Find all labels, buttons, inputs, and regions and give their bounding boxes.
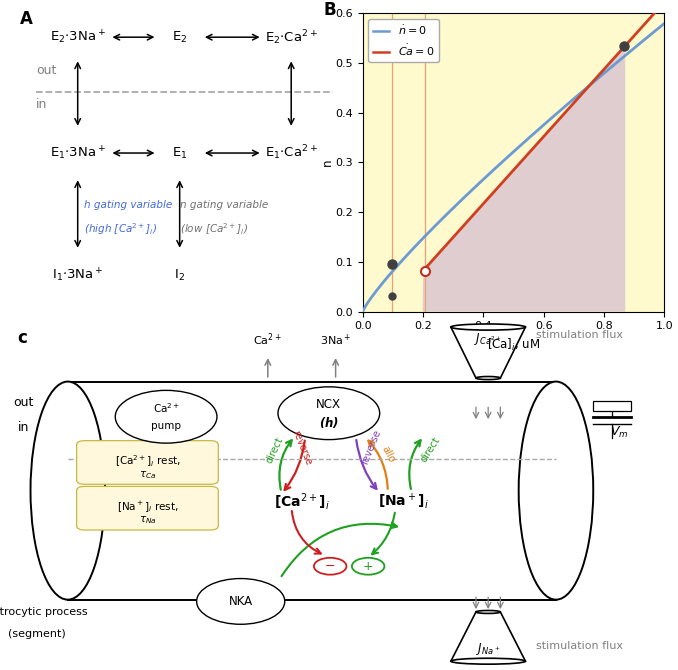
Text: E$_2$$\cdot$Ca$^{2+}$: E$_2$$\cdot$Ca$^{2+}$ (264, 28, 318, 46)
Text: direct: direct (419, 436, 442, 464)
Text: n gating variable: n gating variable (180, 200, 268, 210)
Text: reverse: reverse (290, 429, 313, 466)
Text: reverse: reverse (360, 429, 383, 466)
Text: $J_{Ca^{2+}}$: $J_{Ca^{2+}}$ (475, 332, 502, 347)
Legend: $\dot{n} = 0$, $\dot{Ca} = 0$: $\dot{n} = 0$, $\dot{Ca} = 0$ (368, 19, 439, 62)
Text: out: out (37, 64, 57, 77)
Text: E$_2$$\cdot$3Na$^+$: E$_2$$\cdot$3Na$^+$ (49, 29, 106, 46)
Ellipse shape (476, 610, 500, 614)
Circle shape (278, 387, 380, 440)
Circle shape (115, 391, 217, 443)
Circle shape (352, 558, 384, 575)
Text: astrocytic process: astrocytic process (0, 608, 87, 618)
Circle shape (314, 558, 346, 575)
Ellipse shape (476, 377, 500, 380)
Text: −: − (325, 559, 336, 573)
Ellipse shape (451, 324, 525, 330)
Text: pump: pump (151, 421, 181, 431)
Text: (low [Ca$^{2+}$]$_i$): (low [Ca$^{2+}$]$_i$) (180, 221, 247, 237)
Text: direct: direct (264, 435, 285, 464)
Text: (high [Ca$^{2+}$]$_i$): (high [Ca$^{2+}$]$_i$) (84, 221, 157, 237)
Polygon shape (363, 46, 625, 312)
Text: Ca$^{2+}$: Ca$^{2+}$ (153, 401, 180, 415)
Text: $V_m$: $V_m$ (610, 425, 629, 440)
Ellipse shape (451, 658, 525, 664)
Text: [Ca$^{2+}$]$_i$: [Ca$^{2+}$]$_i$ (274, 490, 330, 512)
Text: in: in (37, 98, 47, 111)
Text: NKA: NKA (228, 595, 253, 608)
Text: [Ca$^{2+}$]$_{i}$ rest,: [Ca$^{2+}$]$_{i}$ rest, (115, 453, 180, 468)
Text: E$_2$: E$_2$ (172, 29, 187, 45)
Text: out: out (14, 396, 34, 409)
Text: E$_1$$\cdot$3Na$^+$: E$_1$$\cdot$3Na$^+$ (49, 144, 106, 161)
Circle shape (197, 578, 285, 624)
Text: c: c (17, 329, 27, 347)
Text: I$_1$$\cdot$3Na$^+$: I$_1$$\cdot$3Na$^+$ (52, 266, 104, 283)
FancyBboxPatch shape (593, 401, 631, 411)
Text: E$_1$$\cdot$Ca$^{2+}$: E$_1$$\cdot$Ca$^{2+}$ (264, 143, 318, 162)
Text: 3Na$^+$: 3Na$^+$ (320, 332, 351, 348)
Text: h gating variable: h gating variable (84, 200, 172, 210)
Text: [Na$^+$]$_{i}$ rest,: [Na$^+$]$_{i}$ rest, (117, 499, 178, 514)
Text: A: A (20, 10, 33, 27)
FancyBboxPatch shape (77, 486, 218, 530)
Text: allo: allo (379, 444, 397, 464)
Text: stimulation flux: stimulation flux (536, 330, 622, 340)
Ellipse shape (519, 382, 593, 600)
Text: $\tau_{Na}$: $\tau_{Na}$ (138, 515, 157, 527)
Text: NCX: NCX (317, 398, 341, 411)
Text: E$_1$: E$_1$ (172, 145, 187, 161)
Text: B: B (323, 1, 336, 19)
Text: in: in (18, 421, 29, 433)
Text: (segment): (segment) (8, 628, 66, 639)
Text: ($\bfit{h}$): ($\bfit{h}$) (319, 415, 339, 429)
Text: stimulation flux: stimulation flux (536, 641, 622, 651)
Text: $J_{Na^+}$: $J_{Na^+}$ (476, 641, 500, 657)
Text: I$_2$: I$_2$ (174, 267, 185, 283)
Text: $\tau_{Ca}$: $\tau_{Ca}$ (139, 469, 156, 480)
X-axis label: [Ca]$_i$, uM: [Ca]$_i$, uM (487, 337, 540, 353)
FancyBboxPatch shape (77, 441, 218, 484)
Text: +: + (363, 559, 374, 573)
Y-axis label: n: n (321, 159, 334, 166)
Ellipse shape (31, 382, 105, 600)
Text: [Na$^+$]$_i$: [Na$^+$]$_i$ (378, 491, 429, 511)
Text: Ca$^{2+}$: Ca$^{2+}$ (254, 332, 282, 348)
